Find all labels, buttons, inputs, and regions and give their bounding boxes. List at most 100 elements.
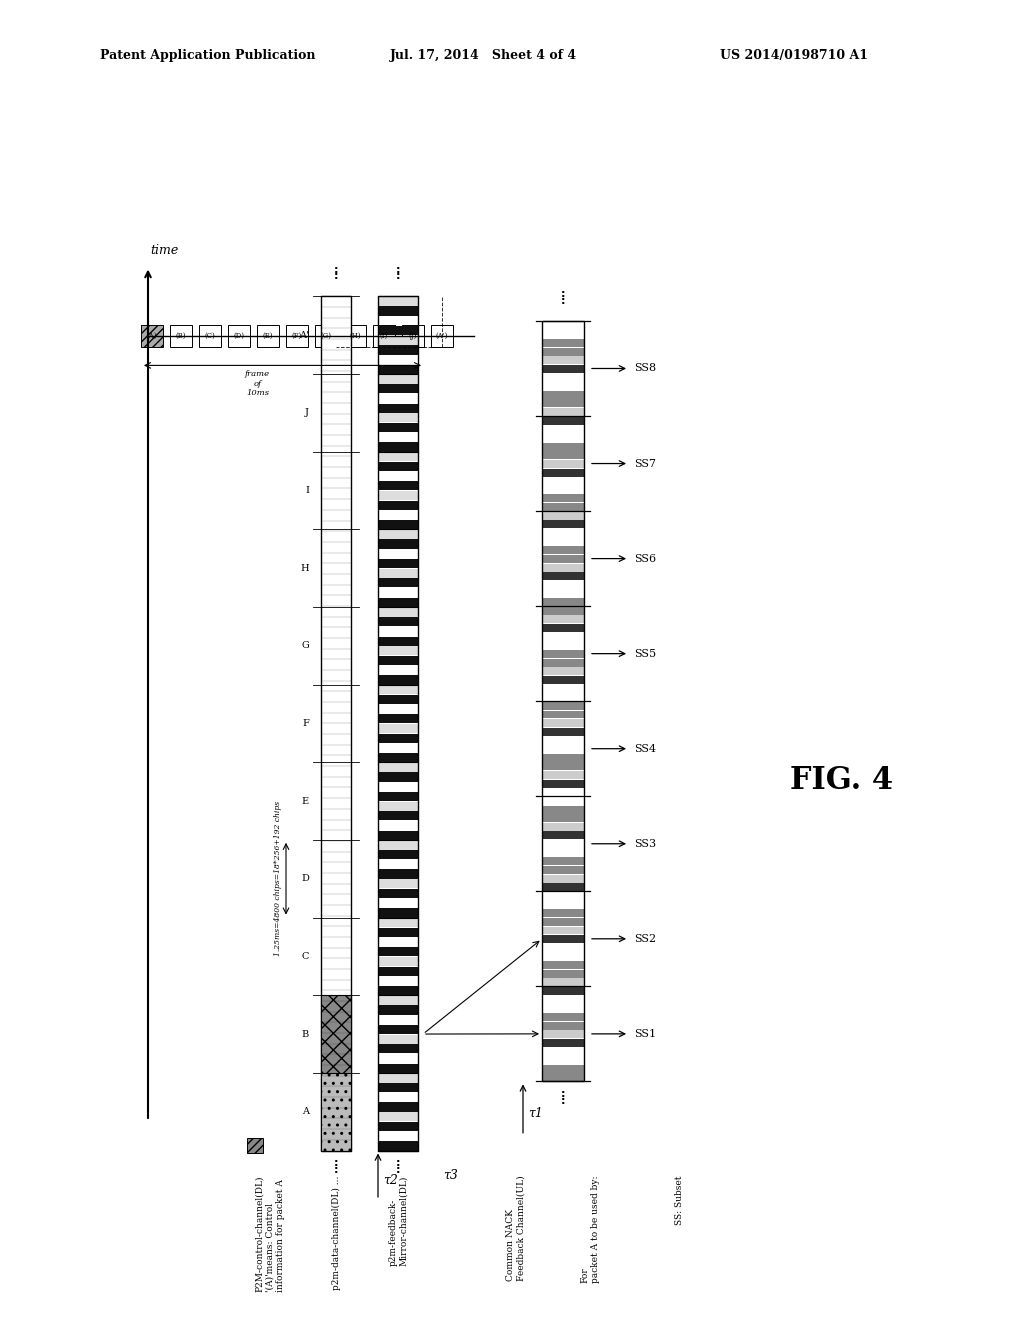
Bar <box>542 944 584 952</box>
Bar <box>344 325 366 347</box>
Bar <box>378 587 418 597</box>
Bar <box>378 1122 418 1131</box>
Text: SS8: SS8 <box>634 363 656 374</box>
Bar <box>199 325 221 347</box>
Bar <box>542 512 584 520</box>
Bar <box>542 917 584 925</box>
Bar <box>542 607 584 615</box>
Bar <box>542 546 584 554</box>
Bar <box>170 325 193 347</box>
Text: Patent Application Publication: Patent Application Publication <box>100 49 315 62</box>
Text: SS4: SS4 <box>634 743 656 754</box>
Bar <box>378 549 418 558</box>
Bar <box>542 442 584 450</box>
Bar <box>542 469 584 477</box>
Bar <box>378 1113 418 1122</box>
Bar <box>378 821 418 830</box>
Bar <box>542 866 584 874</box>
Bar <box>321 1073 351 1151</box>
Bar <box>542 849 584 857</box>
Bar <box>542 763 584 771</box>
Bar <box>378 676 418 685</box>
Bar <box>378 948 418 957</box>
Bar <box>542 425 584 433</box>
Bar <box>378 937 418 946</box>
Bar <box>542 995 584 1003</box>
Text: :: : <box>334 272 338 281</box>
Bar <box>378 986 418 995</box>
Bar <box>542 840 584 847</box>
Bar <box>542 573 584 581</box>
Bar <box>542 624 584 632</box>
Text: B: B <box>302 1030 309 1039</box>
Bar <box>378 763 418 772</box>
Bar <box>542 434 584 442</box>
Bar <box>542 719 584 727</box>
Bar <box>378 714 418 723</box>
Bar <box>247 1138 263 1154</box>
Bar <box>542 581 584 589</box>
Bar <box>378 792 418 801</box>
Bar <box>542 900 584 908</box>
Bar <box>378 1015 418 1024</box>
Bar <box>378 812 418 821</box>
Bar <box>378 859 418 869</box>
Bar <box>542 529 584 537</box>
Bar <box>378 578 418 587</box>
Text: (A): (A) <box>146 331 158 339</box>
Bar <box>542 987 584 995</box>
Bar <box>542 909 584 917</box>
Bar <box>542 659 584 667</box>
Bar <box>378 540 418 549</box>
Text: :: : <box>334 264 338 275</box>
Bar <box>378 656 418 665</box>
Text: J: J <box>305 408 309 417</box>
Text: (B): (B) <box>176 331 186 339</box>
Bar <box>378 772 418 781</box>
Bar <box>378 393 418 403</box>
Text: P2M-control-channel(DL)
'(A)'means: Control
information for packet A: P2M-control-channel(DL) '(A)'means: Cont… <box>255 1175 285 1292</box>
Text: :: : <box>395 1159 400 1168</box>
Bar <box>378 364 418 374</box>
Bar <box>542 892 584 900</box>
Bar <box>542 564 584 572</box>
Bar <box>542 1048 584 1056</box>
Bar <box>542 927 584 935</box>
Bar <box>141 325 163 347</box>
Bar <box>378 879 418 888</box>
Bar <box>378 297 418 306</box>
Bar <box>378 462 418 471</box>
Text: :: : <box>334 1159 338 1168</box>
Bar <box>402 325 424 347</box>
Bar <box>542 408 584 416</box>
Bar <box>378 569 418 578</box>
Text: SS: Subset: SS: Subset <box>676 1175 684 1225</box>
Bar <box>542 814 584 822</box>
Text: A': A' <box>299 330 309 339</box>
Bar <box>542 685 584 693</box>
Text: SS3: SS3 <box>634 838 656 849</box>
Bar <box>542 417 584 425</box>
Bar <box>286 325 308 347</box>
Bar <box>321 296 351 1151</box>
Bar <box>542 1056 584 1064</box>
Bar <box>378 870 418 879</box>
Bar <box>542 321 584 1081</box>
Bar <box>542 374 584 381</box>
Text: (J): (J) <box>409 331 417 339</box>
Bar <box>542 322 584 330</box>
Text: For
packet A to be used by:: For packet A to be used by: <box>581 1175 600 1283</box>
Text: (H): (H) <box>349 331 360 339</box>
Bar <box>542 754 584 762</box>
Bar <box>542 642 584 649</box>
Bar <box>378 471 418 480</box>
Bar <box>542 598 584 606</box>
Bar <box>542 805 584 813</box>
Bar <box>378 1082 418 1092</box>
Bar <box>378 355 418 364</box>
Bar <box>378 694 418 704</box>
Bar <box>542 495 584 503</box>
Bar <box>378 1142 418 1151</box>
Bar <box>542 347 584 355</box>
Text: I: I <box>305 486 309 495</box>
